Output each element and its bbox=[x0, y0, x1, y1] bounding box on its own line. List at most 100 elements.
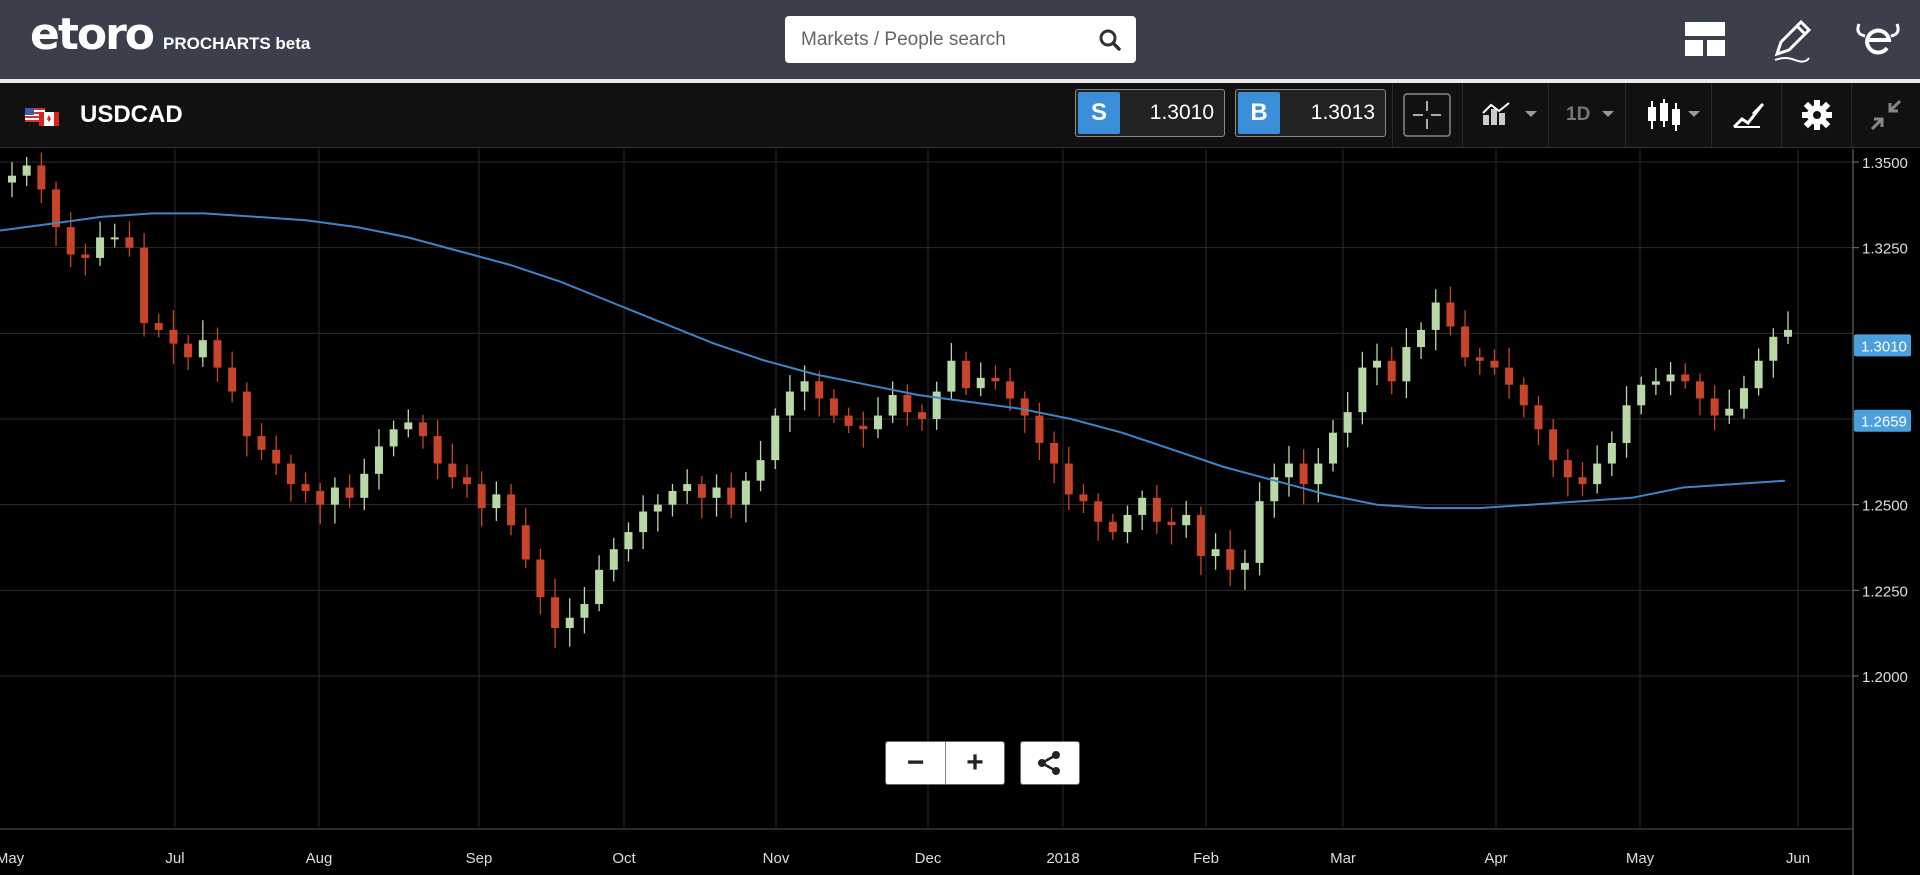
candle-down bbox=[228, 367, 237, 392]
crosshair-button[interactable] bbox=[1392, 83, 1462, 147]
last-price-tag: 1.3010 bbox=[1861, 338, 1907, 355]
candle-down bbox=[903, 395, 912, 413]
candle-down bbox=[536, 559, 545, 598]
candle-up bbox=[756, 460, 765, 481]
timeframe-label: 1D bbox=[1566, 104, 1591, 125]
candle-up bbox=[1123, 514, 1132, 533]
x-tick-label: Aug bbox=[306, 850, 333, 867]
candle-up bbox=[1211, 549, 1220, 557]
drawing-icon bbox=[1732, 103, 1764, 129]
edit-pencil-icon[interactable] bbox=[1767, 14, 1817, 64]
candle-down bbox=[1681, 374, 1690, 382]
candle-down bbox=[125, 237, 134, 248]
y-tick-label: 1.2250 bbox=[1862, 583, 1908, 600]
candle-up bbox=[1593, 463, 1602, 485]
zoom-out-button[interactable]: − bbox=[906, 746, 925, 779]
candle-up bbox=[1314, 463, 1323, 485]
candle-down bbox=[1578, 477, 1587, 485]
zoom-in-button[interactable]: + bbox=[945, 742, 1004, 784]
candle-down bbox=[1196, 514, 1205, 557]
candle-down bbox=[551, 597, 560, 629]
market-search[interactable] bbox=[785, 16, 1136, 63]
search-input[interactable] bbox=[801, 16, 1091, 63]
candle-down bbox=[213, 340, 222, 368]
candle-down bbox=[1299, 463, 1308, 485]
zoom-controls: − + bbox=[885, 741, 1005, 785]
candle-up bbox=[1431, 302, 1440, 330]
candle-up bbox=[404, 422, 413, 430]
crosshair-icon bbox=[1403, 93, 1451, 137]
candle-up bbox=[932, 391, 941, 419]
candle-up bbox=[1138, 497, 1147, 515]
candle-up bbox=[1637, 384, 1646, 406]
candle-down bbox=[1519, 384, 1528, 406]
candle-up bbox=[1343, 412, 1352, 433]
candle-up bbox=[741, 480, 750, 505]
candle-up bbox=[1622, 405, 1631, 443]
moving-average-line bbox=[0, 212, 1786, 510]
candle-down bbox=[1695, 381, 1704, 399]
ma-value-tag-bg bbox=[1854, 409, 1911, 432]
buy-price: 1.3013 bbox=[1310, 101, 1375, 124]
candle-up bbox=[565, 617, 574, 629]
layout-icon[interactable] bbox=[1680, 14, 1730, 64]
sell-price: 1.3010 bbox=[1149, 101, 1214, 124]
candle-up bbox=[771, 415, 780, 461]
candle-up bbox=[624, 532, 633, 550]
candle-down bbox=[448, 463, 457, 478]
collapse-button[interactable] bbox=[1851, 83, 1920, 147]
x-tick-label: May bbox=[0, 850, 25, 867]
chart-type-button[interactable] bbox=[1625, 83, 1711, 147]
sell-button[interactable]: S 1.3010 bbox=[1075, 89, 1225, 137]
candle-up bbox=[1255, 501, 1264, 563]
timeframe-dropdown[interactable]: 1D bbox=[1548, 83, 1625, 147]
etoro-logo[interactable]: etoro PROCHARTS beta bbox=[30, 10, 310, 60]
candle-up bbox=[873, 415, 882, 430]
candle-down bbox=[1475, 357, 1484, 361]
candle-down bbox=[1490, 360, 1499, 368]
candle-down bbox=[1167, 521, 1176, 526]
y-tick-label: 1.3500 bbox=[1862, 155, 1908, 172]
indicators-button[interactable] bbox=[1462, 83, 1548, 147]
candle-down bbox=[1387, 360, 1396, 382]
candle-down bbox=[1152, 497, 1161, 522]
x-tick-label: Jun bbox=[1786, 850, 1810, 867]
settings-button[interactable] bbox=[1781, 83, 1851, 147]
candle-down bbox=[962, 360, 971, 389]
candle-up bbox=[712, 487, 721, 498]
candle-up bbox=[1651, 381, 1660, 385]
candle-up bbox=[1284, 463, 1293, 478]
candle-down bbox=[37, 165, 46, 190]
etoro-profile-icon[interactable] bbox=[1853, 14, 1903, 64]
buy-button[interactable]: B 1.3013 bbox=[1235, 89, 1386, 137]
candle-down bbox=[242, 391, 251, 437]
y-tick-label: 1.3250 bbox=[1862, 241, 1908, 258]
candle-up bbox=[1270, 477, 1279, 502]
instrument-symbol[interactable]: USDCAD bbox=[80, 101, 183, 128]
x-tick-label: 2018 bbox=[1046, 850, 1079, 867]
candle-up bbox=[1666, 374, 1675, 382]
candle-down bbox=[1079, 494, 1088, 502]
candle-up bbox=[22, 165, 31, 176]
candle-up bbox=[1784, 329, 1792, 337]
top-header: etoro PROCHARTS beta bbox=[0, 0, 1920, 79]
share-icon bbox=[1038, 751, 1060, 775]
search-icon[interactable] bbox=[1098, 28, 1122, 52]
candle-down bbox=[81, 254, 90, 258]
share-button[interactable] bbox=[1020, 741, 1080, 785]
drawing-tools-button[interactable] bbox=[1711, 83, 1781, 147]
candle-up bbox=[976, 377, 985, 389]
candle-down bbox=[1006, 381, 1015, 399]
candle-up bbox=[668, 490, 677, 505]
candle-down bbox=[1094, 501, 1103, 522]
gear-icon bbox=[1802, 100, 1832, 130]
x-tick-label: May bbox=[1626, 850, 1655, 867]
candle-down bbox=[66, 227, 75, 255]
candle-down bbox=[1461, 326, 1470, 358]
candle-down bbox=[521, 525, 530, 560]
logo-text: etoro bbox=[30, 9, 155, 60]
x-tick-label: Dec bbox=[915, 850, 942, 867]
x-tick-label: Nov bbox=[763, 850, 790, 867]
candle-up bbox=[947, 360, 956, 392]
